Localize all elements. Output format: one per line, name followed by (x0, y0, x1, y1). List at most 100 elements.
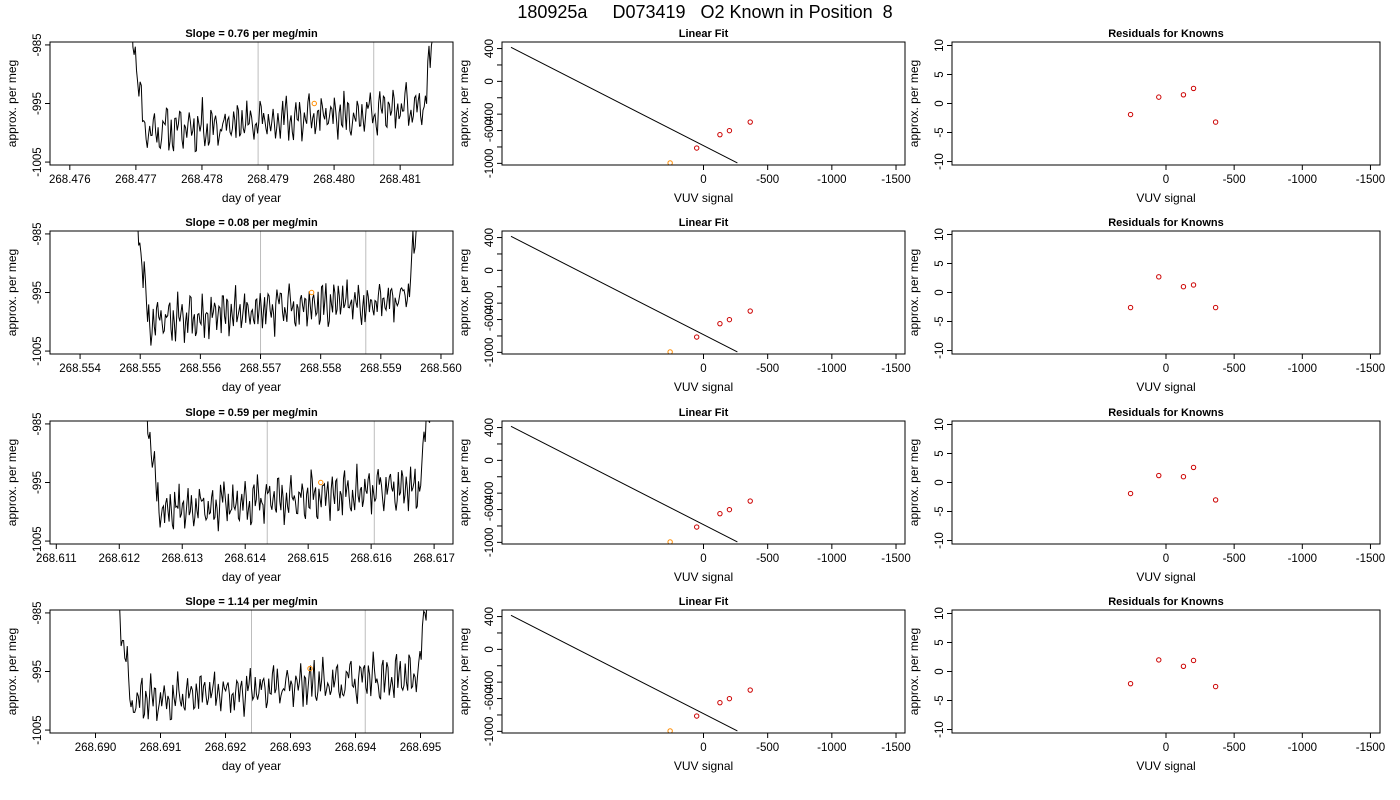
plot-data (137, 231, 417, 354)
y-tick-label: 400 (484, 418, 496, 437)
panel-title: Linear Fit (679, 28, 729, 40)
y-tick-label: -5 (934, 695, 946, 705)
data-point (667, 728, 673, 733)
y-tick-label: -985 (32, 33, 44, 56)
x-tick-label: -1000 (817, 742, 846, 754)
x-tick-label: 268.690 (75, 742, 117, 754)
x-tick-label: 268.694 (335, 742, 377, 754)
data-point (1127, 111, 1134, 118)
data-point (1156, 94, 1162, 100)
series-line (119, 610, 428, 721)
data-point (667, 349, 673, 354)
x-tick-label: -500 (1223, 174, 1246, 186)
series-line (146, 421, 431, 532)
chart-panel-residuals-row1: Residuals for Knowns VUV signal approx. pe… (907, 28, 1385, 205)
y-tick-label: 0 (934, 289, 946, 295)
fit-line (510, 235, 738, 353)
x-tick-label: -1500 (1356, 553, 1385, 565)
y-axis-label: approx. per meg (457, 628, 471, 715)
data-point (667, 160, 673, 165)
plot-data (1127, 85, 1219, 125)
y-tick-label: -600 (484, 308, 496, 331)
x-tick-label: 0 (700, 174, 706, 186)
x-tick-label: 268.691 (140, 742, 182, 754)
x-tick-label: 268.480 (313, 174, 355, 186)
y-tick-label: -995 (32, 92, 44, 115)
x-axis-label: VUV signal (674, 191, 733, 205)
x-tick-label: 268.613 (161, 553, 203, 565)
y-tick-label: -1005 (32, 336, 44, 365)
chart-panel-residuals-row4: Residuals for Knowns VUV signal approx. pe… (907, 596, 1385, 773)
data-point (726, 506, 733, 513)
panel-title: Residuals for Knowns (1108, 407, 1224, 419)
y-tick-label: -1005 (32, 715, 44, 744)
x-axis-label: day of year (222, 570, 281, 584)
y-tick-label: 10 (934, 607, 946, 620)
chart-panel-linear-fit-row2: Linear Fit VUV signal approx. per meg -1500… (457, 217, 911, 394)
data-point (747, 119, 753, 125)
x-tick-label: 0 (700, 742, 706, 754)
x-tick-label: -1500 (1356, 174, 1385, 186)
y-axis-label: approx. per meg (907, 628, 921, 715)
y-axis-label: approx. per meg (5, 60, 19, 147)
chart-panel-time-series-row1: Slope = 0.76 per meg/min day of year appro… (5, 28, 454, 205)
data-point (1212, 683, 1219, 690)
y-tick-label: -10 (934, 153, 946, 170)
data-point (1212, 497, 1219, 503)
highlight-point (311, 100, 317, 107)
data-point (693, 145, 700, 151)
x-tick-label: -500 (756, 363, 779, 375)
y-axis-label: approx. per meg (907, 439, 921, 526)
x-tick-label: 268.616 (350, 553, 392, 565)
x-tick-label: 268.558 (300, 363, 342, 375)
plot-frame (501, 41, 906, 166)
y-tick-label: -400 (484, 103, 496, 126)
series-line (137, 231, 417, 346)
chart-panel-residuals-row3: Residuals for Knowns VUV signal approx. pe… (907, 407, 1385, 584)
data-point (1156, 274, 1162, 280)
plot-data (1127, 274, 1219, 311)
y-tick-label: 400 (484, 228, 496, 247)
y-tick-label: 5 (934, 450, 946, 456)
x-tick-label: -500 (756, 553, 779, 565)
x-tick-label: 268.479 (247, 174, 289, 186)
y-axis-label: approx. per meg (907, 60, 921, 147)
y-tick-label: 10 (934, 39, 946, 52)
x-axis-label: VUV signal (1136, 570, 1195, 584)
y-axis-label: approx. per meg (5, 628, 19, 715)
highlight-point (318, 479, 324, 486)
panel-title: Slope = 0.76 per meg/min (185, 28, 318, 40)
data-point (717, 320, 723, 327)
y-tick-label: 10 (934, 418, 946, 431)
panel-title: Slope = 1.14 per meg/min (185, 596, 318, 608)
x-tick-label: 268.554 (59, 363, 101, 375)
data-point (1190, 282, 1197, 288)
plot-frame (49, 230, 454, 355)
series-line (132, 42, 433, 153)
y-tick-label: 10 (934, 228, 946, 241)
x-tick-label: -500 (756, 742, 779, 754)
chart-panel-time-series-row3: Slope = 0.59 per meg/min day of year appro… (5, 407, 455, 584)
x-tick-label: 268.693 (270, 742, 312, 754)
figure-title: 180925a D073419 O2 Known in Position 8 (517, 2, 893, 22)
y-tick-label: -1000 (484, 528, 496, 557)
data-point (1190, 464, 1197, 471)
x-tick-label: 268.612 (98, 553, 140, 565)
highlight-point (307, 665, 313, 672)
x-tick-label: 268.695 (400, 742, 442, 754)
plot-frame (501, 420, 906, 545)
y-tick-label: -995 (32, 281, 44, 304)
y-tick-label: 0 (484, 78, 496, 84)
x-tick-label: 268.611 (36, 553, 77, 565)
y-tick-label: -400 (484, 482, 496, 505)
panel-title: Slope = 0.59 per meg/min (185, 407, 318, 419)
x-tick-label: 268.617 (413, 553, 455, 565)
plot-frame (951, 41, 1381, 166)
y-tick-label: -985 (32, 601, 44, 624)
data-point (1127, 490, 1134, 497)
x-tick-label: 268.556 (180, 363, 222, 375)
panel-title: Linear Fit (679, 217, 729, 229)
y-axis-label: approx. per meg (457, 249, 471, 336)
data-point (1127, 680, 1134, 687)
